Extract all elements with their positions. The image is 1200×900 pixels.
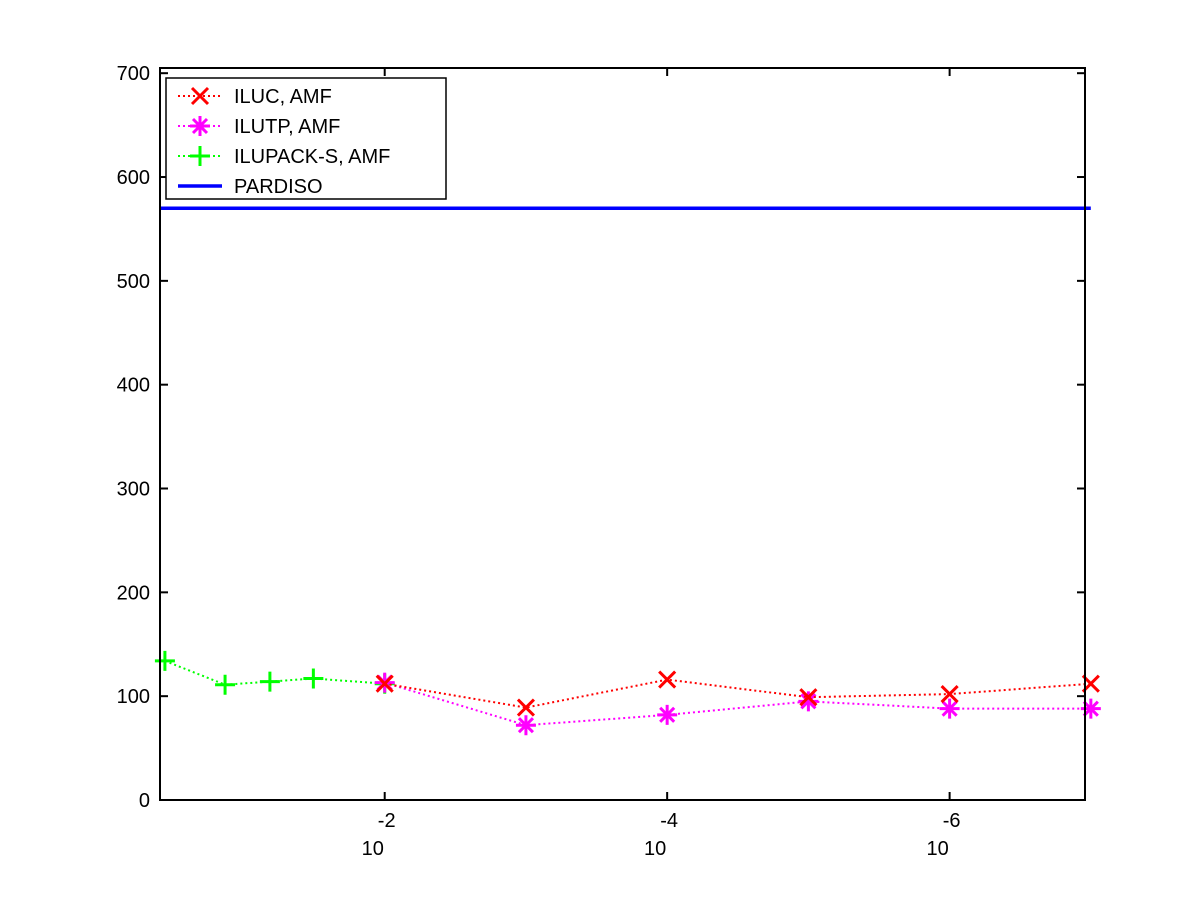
legend-label: ILUPACK-S, AMF [234,146,390,168]
y-tick-label: 500 [117,271,150,293]
series-iluc-amf [375,670,1100,717]
y-tick-label: 0 [139,790,150,812]
x-tick-exponent: -4 [660,810,678,832]
data-point [658,670,677,689]
x-tick-base: 10 [362,838,384,860]
data-point [1082,700,1099,717]
legend-item: PARDISO [178,176,323,198]
legend-label: ILUC, AMF [234,86,332,108]
y-tick-label: 700 [117,63,150,85]
series-layer [154,206,1101,736]
legend-box [165,77,447,200]
legend-item: ILUC, AMF [178,86,332,108]
y-tick-label: 100 [117,686,150,708]
series-line [384,681,1091,727]
legend-label: ILUTP, AMF [234,116,340,138]
x-axis: -2 10 -4 10 -6 10 [362,68,961,860]
data-point [941,700,958,717]
data-point [799,688,818,707]
legend: ILUC, AMF ILUTP, AMF ILUPACK-S, AMF PARDISO [165,77,447,200]
data-point [516,698,535,717]
data-point [940,685,959,704]
y-tick-label: 400 [117,375,150,397]
data-point [375,674,394,693]
data-point [659,706,676,723]
data-point [517,717,534,734]
legend-marker [190,86,210,106]
data-point [800,693,817,710]
x-tick-exponent: -2 [378,810,396,832]
y-axis: 0 100 200 300 400 500 600 700 [117,63,1085,812]
x-tick-base: 10 [644,838,666,860]
legend-item: ILUTP, AMF [178,116,340,138]
legend-item: ILUPACK-S, AMF [178,146,390,168]
y-tick-label: 600 [117,167,150,189]
y-tick-label: 200 [117,582,150,604]
legend-label: PARDISO [234,176,323,198]
plot-frame [159,67,1086,801]
x-tick-exponent: -6 [943,810,961,832]
y-tick-label: 300 [117,479,150,501]
legend-marker [191,117,209,135]
x-tick-base: 10 [926,838,948,860]
